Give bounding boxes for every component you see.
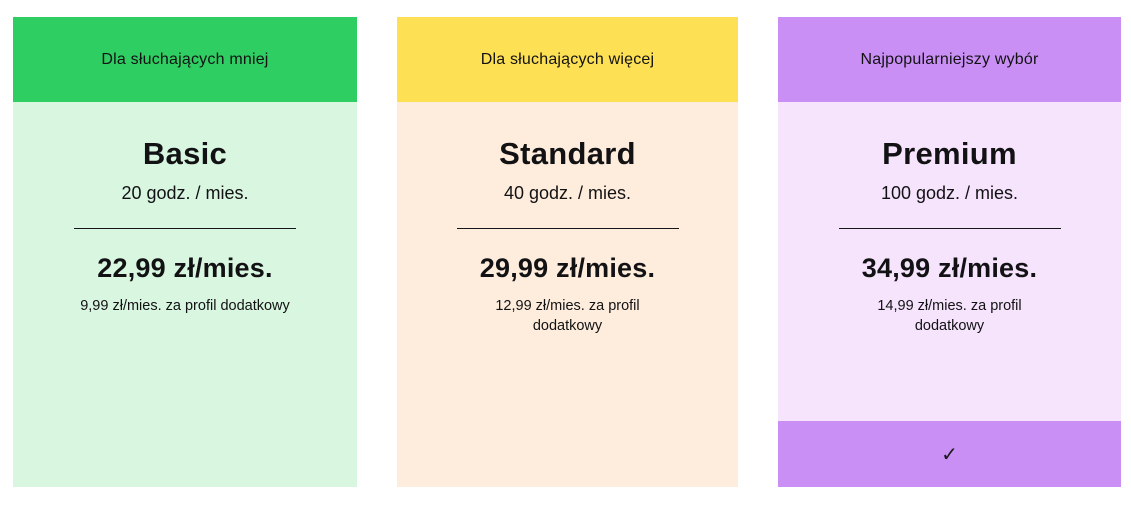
plan-body: Basic 20 godz. / mies. 22,99 zł/mies. 9,…	[13, 102, 357, 487]
plan-body: Premium 100 godz. / mies. 34,99 zł/mies.…	[778, 102, 1121, 421]
plan-price: 29,99 zł/mies.	[479, 253, 656, 283]
extra-profile-price: 14,99 zł/mies. za profil dodatkowy	[877, 298, 1022, 334]
extra-profile-price: 9,99 zł/mies. za profil dodatkowy	[80, 298, 290, 314]
plan-card-standard[interactable]: Dla słuchających więcej Standard 40 godz…	[397, 17, 738, 487]
plan-name: Basic	[142, 136, 228, 171]
plan-banner: Najpopularniejszy wybór	[778, 17, 1121, 102]
check-icon: ✓	[941, 443, 958, 466]
plan-hours: 40 godz. / mies.	[503, 183, 632, 203]
plan-banner: Dla słuchających mniej	[13, 17, 357, 102]
divider	[456, 228, 679, 229]
plan-price: 34,99 zł/mies.	[861, 253, 1038, 283]
selected-footer: ✓	[778, 421, 1121, 487]
plan-body: Standard 40 godz. / mies. 29,99 zł/mies.…	[397, 102, 738, 487]
divider	[74, 228, 296, 229]
pricing-plans: Dla słuchających mniej Basic 20 godz. / …	[13, 17, 1121, 487]
plan-hours: 20 godz. / mies.	[121, 183, 249, 203]
plan-banner: Dla słuchających więcej	[397, 17, 738, 102]
divider	[838, 228, 1061, 229]
plan-card-premium[interactable]: Najpopularniejszy wybór Premium 100 godz…	[778, 17, 1121, 487]
plan-hours: 100 godz. / mies.	[880, 183, 1019, 203]
plan-card-basic[interactable]: Dla słuchających mniej Basic 20 godz. / …	[13, 17, 357, 487]
plan-name: Standard	[499, 136, 636, 171]
extra-profile-price: 12,99 zł/mies. za profil dodatkowy	[495, 298, 640, 334]
plan-name: Premium	[882, 136, 1017, 171]
plan-price: 22,99 zł/mies.	[97, 253, 273, 283]
